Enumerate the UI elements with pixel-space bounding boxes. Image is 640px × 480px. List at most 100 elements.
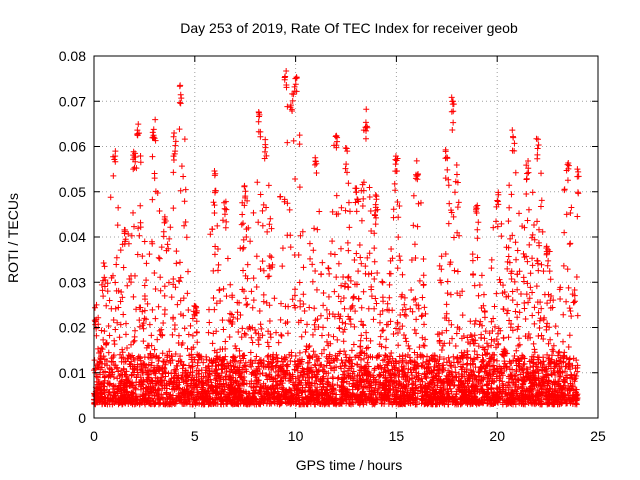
data-point (293, 88, 300, 95)
data-point (390, 362, 397, 369)
data-point (278, 384, 285, 391)
data-point (474, 226, 481, 233)
data-point (234, 396, 241, 403)
data-point (358, 332, 365, 339)
data-point (280, 358, 287, 365)
data-point (116, 334, 123, 341)
data-point (133, 165, 140, 172)
data-point (548, 292, 555, 299)
data-point (517, 291, 524, 298)
data-point (467, 340, 474, 347)
data-point (567, 307, 574, 314)
data-point (390, 330, 397, 337)
data-point (521, 305, 528, 312)
data-point (549, 346, 556, 353)
data-point (454, 204, 461, 211)
data-point (308, 389, 315, 396)
data-point (313, 170, 320, 177)
data-point (373, 196, 380, 203)
data-point (539, 392, 546, 399)
data-point (358, 318, 365, 325)
data-point (119, 346, 126, 353)
data-point (272, 378, 279, 385)
data-point (334, 381, 341, 388)
data-point (236, 364, 243, 371)
data-point (568, 371, 575, 378)
data-point (448, 209, 455, 216)
data-point (119, 349, 126, 356)
data-point (311, 361, 318, 368)
data-point (377, 396, 384, 403)
data-point (566, 241, 573, 248)
data-point (306, 355, 313, 362)
data-point (450, 119, 457, 126)
data-point (520, 369, 527, 376)
data-point (331, 288, 338, 295)
data-point (377, 390, 384, 397)
data-point (566, 386, 573, 393)
data-point (494, 223, 501, 230)
data-point (273, 362, 280, 369)
data-point (154, 375, 161, 382)
data-point (211, 306, 218, 313)
data-point (319, 395, 326, 402)
data-point (370, 372, 377, 379)
data-point (107, 194, 114, 201)
data-point (331, 364, 338, 371)
data-point (446, 200, 453, 207)
data-point (247, 361, 254, 368)
data-point (284, 139, 291, 146)
data-point (359, 202, 366, 209)
data-point (357, 343, 364, 350)
data-point (545, 377, 552, 384)
data-point (505, 334, 512, 341)
data-point (352, 199, 359, 206)
data-point (464, 334, 471, 341)
data-point (406, 345, 413, 352)
data-point (508, 390, 515, 397)
data-point (476, 321, 483, 328)
data-point (157, 274, 164, 281)
data-point (211, 251, 218, 258)
data-point (407, 366, 414, 373)
data-point (126, 361, 133, 368)
data-point (387, 270, 394, 277)
data-point (366, 378, 373, 385)
data-point (212, 370, 219, 377)
data-point (145, 354, 152, 361)
data-point (249, 339, 256, 346)
data-point (379, 278, 386, 285)
data-point (363, 127, 370, 134)
data-point (543, 323, 550, 330)
data-point (523, 291, 530, 298)
data-point (442, 146, 449, 153)
data-point (130, 152, 137, 159)
data-point (396, 253, 403, 260)
data-point (439, 342, 446, 349)
data-point (238, 334, 245, 341)
data-point (106, 365, 113, 372)
data-point (338, 282, 345, 289)
data-point (270, 351, 277, 358)
data-point (238, 221, 245, 228)
data-point (156, 255, 163, 262)
data-point (278, 378, 285, 385)
data-point (554, 330, 561, 337)
data-point (284, 330, 291, 337)
data-point (203, 356, 210, 363)
data-point (567, 375, 574, 382)
data-point (349, 370, 356, 377)
data-point (232, 342, 239, 349)
data-point (100, 277, 107, 284)
data-point (149, 240, 156, 247)
data-point (504, 258, 511, 265)
data-point (375, 373, 382, 380)
data-point (98, 327, 105, 334)
data-point (185, 331, 192, 338)
data-point (326, 360, 333, 367)
data-point (239, 369, 246, 376)
data-point (298, 333, 305, 340)
data-point (136, 323, 143, 330)
data-point (305, 370, 312, 377)
data-point (121, 226, 128, 233)
